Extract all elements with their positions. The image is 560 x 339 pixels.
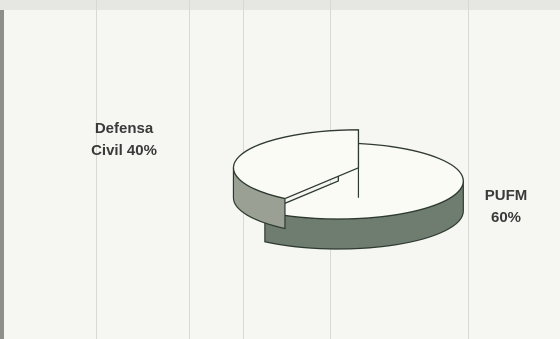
slice-label-defensa-civil-line1: Defensa <box>94 120 154 137</box>
pie-slice-defensa-civil <box>232 129 360 200</box>
scan-line <box>189 0 190 339</box>
slice-label-defensa-civil: Defensa Civil 40% <box>68 118 180 162</box>
scan-line <box>96 0 97 339</box>
slice-label-pufm-line1: PUFM <box>484 187 528 204</box>
pie-slice-pufm <box>262 142 464 220</box>
slice-label-pufm-line2: 60% <box>490 209 522 226</box>
scan-line <box>468 0 469 339</box>
top-bar <box>0 0 560 10</box>
slice-label-defensa-civil-line2: Civil 40% <box>91 142 157 159</box>
slice-label-pufm: PUFM 60% <box>470 185 542 229</box>
pie-slices <box>232 129 464 250</box>
page-edge <box>0 10 4 339</box>
